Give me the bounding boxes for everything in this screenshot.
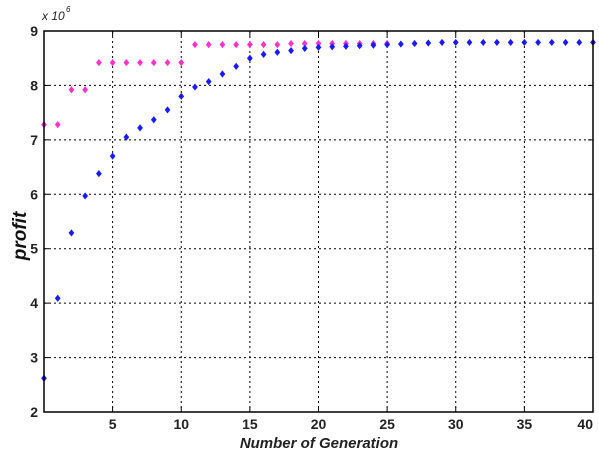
- data-point: [219, 41, 226, 49]
- data-point: [137, 58, 143, 67]
- series-layer: [41, 38, 596, 382]
- data-point: [384, 41, 391, 49]
- y-tick-label: 9: [30, 23, 38, 39]
- y-multiplier-exponent: 6: [66, 5, 71, 14]
- y-tick-label: 7: [30, 132, 38, 148]
- data-point: [150, 116, 157, 124]
- x-tick-label: 25: [379, 416, 395, 432]
- y-tick-label: 6: [30, 186, 38, 202]
- data-point: [507, 38, 514, 47]
- data-point: [274, 41, 281, 49]
- data-point: [535, 38, 541, 47]
- data-point: [68, 86, 75, 94]
- data-point: [480, 38, 487, 47]
- data-point: [562, 38, 569, 47]
- data-point: [439, 38, 445, 47]
- y-tick-label: 8: [30, 77, 38, 93]
- data-point: [494, 38, 500, 47]
- series-1: [41, 39, 391, 129]
- data-point: [192, 83, 198, 91]
- data-point: [233, 41, 240, 49]
- tick-layer: 5 10 15 20 25 30 35 40 2 3 4 5 6 7 8 9: [30, 23, 594, 432]
- data-point: [246, 54, 253, 62]
- data-point: [260, 50, 267, 59]
- data-point: [178, 92, 185, 100]
- data-point: [411, 39, 418, 48]
- data-point: [288, 39, 294, 48]
- data-point: [274, 48, 281, 56]
- y-axis-title: profit: [10, 211, 31, 261]
- data-point: [205, 41, 212, 49]
- y-multiplier-label: x 10: [41, 9, 65, 23]
- data-point: [370, 41, 377, 49]
- data-point: [123, 133, 130, 141]
- x-tick-label: 40: [577, 416, 593, 432]
- data-point: [82, 86, 89, 94]
- data-point: [109, 152, 116, 160]
- data-point: [397, 40, 404, 48]
- y-tick-label: 3: [30, 350, 38, 366]
- x-tick-label: 15: [242, 416, 258, 432]
- x-tick-label: 5: [109, 416, 117, 432]
- data-point: [96, 58, 102, 67]
- data-point: [54, 121, 61, 129]
- y-tick-label: 2: [30, 404, 38, 420]
- x-tick-label: 35: [517, 416, 533, 432]
- series-2: [41, 38, 596, 382]
- data-point: [233, 62, 240, 70]
- data-point: [109, 58, 116, 67]
- data-point: [466, 38, 473, 47]
- data-point: [288, 46, 294, 55]
- data-point: [356, 42, 363, 50]
- data-point: [315, 43, 322, 51]
- data-point: [123, 58, 130, 67]
- data-point: [301, 39, 308, 48]
- x-tick-label: 30: [448, 416, 464, 432]
- data-point: [548, 38, 555, 47]
- data-point: [425, 39, 432, 47]
- data-point: [260, 41, 267, 49]
- y-tick-label: 4: [30, 295, 38, 311]
- data-point: [150, 58, 157, 67]
- data-point: [96, 170, 102, 178]
- data-point: [343, 42, 349, 50]
- data-point: [521, 38, 528, 47]
- grid-layer: [44, 31, 593, 412]
- data-point: [192, 41, 198, 49]
- data-point: [246, 41, 253, 49]
- data-point: [576, 38, 583, 47]
- x-tick-label: 20: [311, 416, 327, 432]
- data-point: [164, 58, 171, 67]
- data-point: [205, 78, 212, 86]
- data-point: [178, 58, 185, 67]
- data-point: [54, 294, 61, 302]
- data-point: [301, 44, 308, 53]
- data-point: [82, 192, 89, 200]
- x-axis-title: Number of Generation: [240, 435, 398, 452]
- y-tick-label: 5: [30, 241, 38, 257]
- data-point: [219, 70, 226, 78]
- x-tick-label: 10: [173, 416, 189, 432]
- data-point: [315, 39, 322, 48]
- data-point: [137, 124, 143, 132]
- data-point: [164, 106, 171, 114]
- data-point: [329, 43, 336, 51]
- data-point: [452, 38, 459, 47]
- data-point: [68, 229, 75, 237]
